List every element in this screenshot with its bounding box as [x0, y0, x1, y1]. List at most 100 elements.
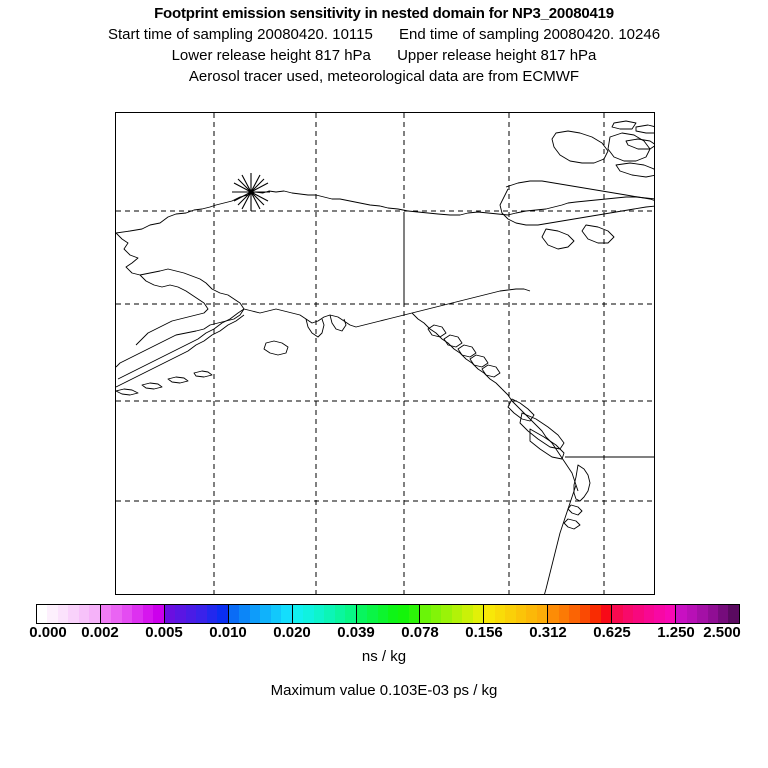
- colorbar-band: [377, 605, 388, 623]
- colorbar-tick-label: 0.312: [529, 624, 567, 641]
- colorbar-band: [505, 605, 516, 623]
- colorbar-band: [260, 605, 271, 623]
- colorbar-gradient-strip: [36, 604, 740, 624]
- colorbar-band: [579, 605, 591, 623]
- colorbar-band: [89, 605, 100, 623]
- colorbar-segment: [100, 605, 165, 623]
- colorbar-band: [270, 605, 282, 623]
- colorbar-band: [206, 605, 218, 623]
- colorbar-band: [718, 605, 729, 623]
- colorbar-band: [654, 605, 665, 623]
- colorbar-unit-label: ns / kg: [361, 648, 407, 665]
- end-time-label: End time of sampling 20080420. 10246: [399, 26, 661, 43]
- colorbar-band: [239, 605, 250, 623]
- colorbar-tick-label: 0.020: [273, 624, 311, 641]
- start-time-label: Start time of sampling 20080420. 10115: [107, 26, 373, 43]
- colorbar: [36, 604, 740, 624]
- colorbar-band: [472, 605, 484, 623]
- sampling-time-line: Start time of sampling 20080420. 10115 E…: [0, 26, 768, 43]
- colorbar-tick-label: 0.625: [593, 624, 631, 641]
- colorbar-tick-label: 0.010: [209, 624, 247, 641]
- colorbar-band: [707, 605, 718, 623]
- colorbar-band: [196, 605, 207, 623]
- colorbar-tick-label: 0.000: [29, 624, 67, 641]
- colorbar-band: [494, 605, 506, 623]
- colorbar-band: [387, 605, 399, 623]
- colorbar-band: [37, 605, 48, 623]
- lower-release-height-label: Lower release height 817 hPa: [171, 47, 371, 64]
- colorbar-band: [367, 605, 378, 623]
- colorbar-band: [548, 605, 559, 623]
- colorbar-band: [111, 605, 122, 623]
- colorbar-band: [175, 605, 186, 623]
- coastline-paths: [116, 120, 654, 594]
- map-canvas: [116, 113, 654, 594]
- colorbar-band: [622, 605, 634, 623]
- colorbar-segment: [676, 605, 739, 623]
- colorbar-band: [57, 605, 69, 623]
- colorbar-band: [249, 605, 261, 623]
- colorbar-tick-label: 0.078: [401, 624, 439, 641]
- colorbar-band: [78, 605, 90, 623]
- header-block: Footprint emission sensitivity in nested…: [0, 0, 768, 85]
- political-border-lines: [403, 213, 654, 458]
- colorbar-tick-label: 2.500: [703, 624, 741, 641]
- release-height-line: Lower release height 817 hPa Upper relea…: [0, 47, 768, 64]
- upper-release-height-label: Upper release height 817 hPa: [397, 47, 597, 64]
- colorbar-band: [686, 605, 698, 623]
- colorbar-band: [462, 605, 473, 623]
- colorbar-band: [100, 605, 112, 623]
- colorbar-band: [303, 605, 314, 623]
- colorbar-band: [142, 605, 154, 623]
- colorbar-band: [484, 605, 495, 623]
- colorbar-band: [612, 605, 623, 623]
- colorbar-band: [600, 605, 612, 623]
- colorbar-tick-label: 0.156: [465, 624, 503, 641]
- colorbar-band: [569, 605, 580, 623]
- colorbar-segment: [420, 605, 485, 623]
- colorbar-segment: [612, 605, 677, 623]
- colorbar-band: [515, 605, 527, 623]
- colorbar-band: [185, 605, 197, 623]
- colorbar-band: [441, 605, 452, 623]
- colorbar-tick-labels: 0.000 0.002 0.005 0.010 0.020 0.039 0.078 0.156…: [0, 624, 768, 644]
- colorbar-band: [281, 605, 292, 623]
- colorbar-band: [47, 605, 58, 623]
- map-plot-panel: [115, 112, 655, 595]
- colorbar-band: [558, 605, 570, 623]
- colorbar-band: [356, 605, 368, 623]
- colorbar-band: [228, 605, 240, 623]
- page-title: Footprint emission sensitivity in nested…: [154, 5, 614, 22]
- colorbar-band: [697, 605, 708, 623]
- colorbar-band: [590, 605, 601, 623]
- colorbar-band: [420, 605, 431, 623]
- colorbar-tick-label: 0.005: [145, 624, 183, 641]
- colorbar-band: [398, 605, 409, 623]
- colorbar-band: [345, 605, 356, 623]
- colorbar-band: [633, 605, 644, 623]
- colorbar-segment: [37, 605, 101, 623]
- colorbar-band: [451, 605, 463, 623]
- colorbar-band: [68, 605, 79, 623]
- colorbar-band: [313, 605, 325, 623]
- colorbar-band: [430, 605, 442, 623]
- colorbar-tick-label: 0.039: [337, 624, 375, 641]
- colorbar-band: [292, 605, 304, 623]
- tracer-meteorology-label: Aerosol tracer used, meteorological data…: [188, 68, 580, 85]
- colorbar-band: [217, 605, 228, 623]
- colorbar-band: [334, 605, 346, 623]
- colorbar-band: [536, 605, 548, 623]
- colorbar-band: [324, 605, 335, 623]
- colorbar-segment: [292, 605, 357, 623]
- colorbar-band: [643, 605, 655, 623]
- colorbar-band: [408, 605, 420, 623]
- colorbar-segment: [228, 605, 293, 623]
- maximum-value-label: Maximum value 0.103E-03 ps / kg: [270, 682, 498, 699]
- colorbar-band: [526, 605, 537, 623]
- colorbar-tick-label: 1.250: [657, 624, 695, 641]
- colorbar-segment: [548, 605, 613, 623]
- colorbar-band: [132, 605, 143, 623]
- colorbar-segment: [164, 605, 229, 623]
- colorbar-band: [164, 605, 176, 623]
- colorbar-band: [728, 605, 739, 623]
